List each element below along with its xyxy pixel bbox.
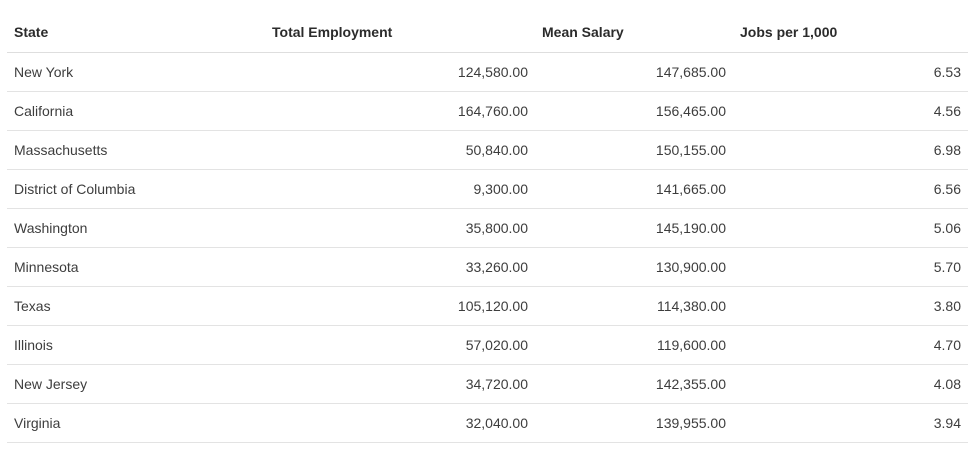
cell-state: Massachusetts: [7, 130, 265, 170]
cell-jobs-per-1000: 4.08: [733, 364, 968, 404]
table-row: New Jersey 34,720.00 142,355.00 4.08: [7, 364, 968, 404]
cell-state: California: [7, 91, 265, 131]
cell-total-employment: 105,120.00: [265, 286, 535, 326]
table-row: District of Columbia 9,300.00 141,665.00…: [7, 169, 968, 209]
employment-table: State Total Employment Mean Salary Jobs …: [7, 12, 968, 443]
column-header-state[interactable]: State: [7, 12, 265, 53]
table-row: Texas 105,120.00 114,380.00 3.80: [7, 286, 968, 326]
cell-mean-salary: 119,600.00: [535, 325, 733, 365]
table-row: Washington 35,800.00 145,190.00 5.06: [7, 208, 968, 248]
cell-state: New York: [7, 52, 265, 92]
header-row: State Total Employment Mean Salary Jobs …: [7, 12, 968, 53]
cell-state: Illinois: [7, 325, 265, 365]
column-header-mean-salary[interactable]: Mean Salary: [535, 12, 733, 53]
cell-mean-salary: 142,355.00: [535, 364, 733, 404]
cell-jobs-per-1000: 6.53: [733, 52, 968, 92]
cell-mean-salary: 145,190.00: [535, 208, 733, 248]
cell-total-employment: 9,300.00: [265, 169, 535, 209]
cell-jobs-per-1000: 4.56: [733, 91, 968, 131]
table-header: State Total Employment Mean Salary Jobs …: [7, 12, 968, 53]
table-body: New York 124,580.00 147,685.00 6.53 Cali…: [7, 52, 968, 443]
cell-state: Texas: [7, 286, 265, 326]
cell-state: Minnesota: [7, 247, 265, 287]
cell-mean-salary: 130,900.00: [535, 247, 733, 287]
cell-state: New Jersey: [7, 364, 265, 404]
cell-jobs-per-1000: 3.94: [733, 403, 968, 443]
employment-table-container: State Total Employment Mean Salary Jobs …: [7, 12, 968, 443]
cell-total-employment: 35,800.00: [265, 208, 535, 248]
column-header-total-employment[interactable]: Total Employment: [265, 12, 535, 53]
cell-jobs-per-1000: 6.98: [733, 130, 968, 170]
cell-jobs-per-1000: 4.70: [733, 325, 968, 365]
cell-mean-salary: 156,465.00: [535, 91, 733, 131]
cell-mean-salary: 139,955.00: [535, 403, 733, 443]
cell-total-employment: 32,040.00: [265, 403, 535, 443]
cell-jobs-per-1000: 5.06: [733, 208, 968, 248]
cell-jobs-per-1000: 5.70: [733, 247, 968, 287]
cell-total-employment: 124,580.00: [265, 52, 535, 92]
cell-mean-salary: 150,155.00: [535, 130, 733, 170]
cell-mean-salary: 114,380.00: [535, 286, 733, 326]
cell-total-employment: 34,720.00: [265, 364, 535, 404]
table-row: Minnesota 33,260.00 130,900.00 5.70: [7, 247, 968, 287]
cell-total-employment: 33,260.00: [265, 247, 535, 287]
cell-jobs-per-1000: 3.80: [733, 286, 968, 326]
cell-state: Virginia: [7, 403, 265, 443]
cell-mean-salary: 141,665.00: [535, 169, 733, 209]
table-row: California 164,760.00 156,465.00 4.56: [7, 91, 968, 131]
table-row: Massachusetts 50,840.00 150,155.00 6.98: [7, 130, 968, 170]
cell-state: District of Columbia: [7, 169, 265, 209]
cell-jobs-per-1000: 6.56: [733, 169, 968, 209]
column-header-jobs-per-1000[interactable]: Jobs per 1,000: [733, 12, 968, 53]
cell-total-employment: 50,840.00: [265, 130, 535, 170]
table-row: New York 124,580.00 147,685.00 6.53: [7, 52, 968, 92]
cell-total-employment: 164,760.00: [265, 91, 535, 131]
cell-total-employment: 57,020.00: [265, 325, 535, 365]
table-row: Virginia 32,040.00 139,955.00 3.94: [7, 403, 968, 443]
table-row: Illinois 57,020.00 119,600.00 4.70: [7, 325, 968, 365]
cell-state: Washington: [7, 208, 265, 248]
cell-mean-salary: 147,685.00: [535, 52, 733, 92]
